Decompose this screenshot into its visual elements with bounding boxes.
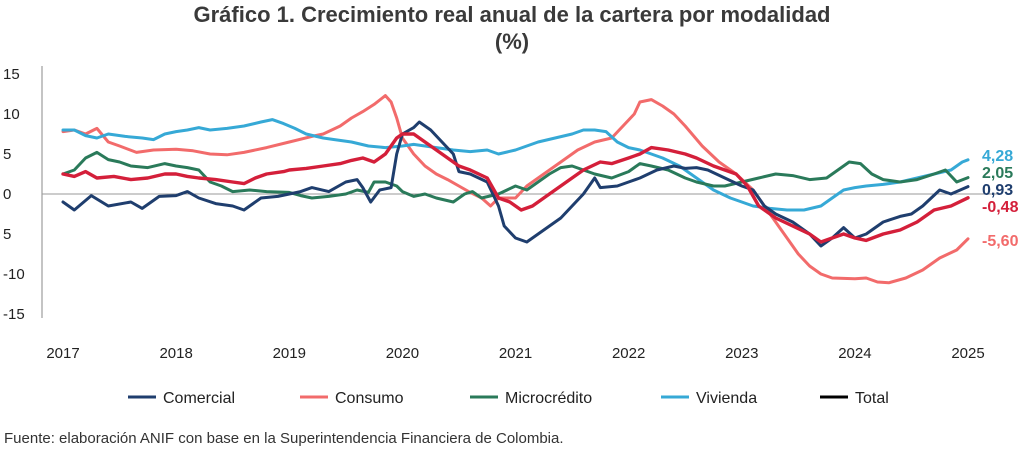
end-label: 4,28	[982, 148, 1013, 165]
x-tick-label: 2024	[838, 345, 871, 362]
chart-title: Gráfico 1. Crecimiento real anual de la …	[194, 2, 831, 27]
x-tick-label: 2020	[386, 345, 419, 362]
y-tick-label: 10	[3, 106, 20, 123]
legend-label: Vivienda	[696, 390, 757, 407]
x-tick-label: 2023	[725, 345, 758, 362]
y-tick-label: -15	[3, 306, 25, 323]
legend-label: Total	[855, 390, 889, 407]
x-tick-label: 2022	[612, 345, 645, 362]
x-tick-labels: 2017 2018 2019 2020 2021 2022 2023 2024 2025	[46, 345, 984, 362]
y-tick-labels: 15 10 5 0 5 -10 -15	[3, 66, 25, 323]
x-tick-label: 2017	[46, 345, 79, 362]
y-tick-label: 5	[3, 226, 11, 243]
legend-label: Comercial	[163, 390, 235, 407]
legend-label: Consumo	[335, 390, 404, 407]
end-value-labels: 0,93 -5,60 2,054,28 -0,48	[982, 148, 1019, 250]
end-label: 0,93	[982, 182, 1013, 199]
x-tick-label: 2019	[273, 345, 306, 362]
end-label: -0,48	[982, 199, 1019, 216]
y-tick-label: -10	[3, 266, 25, 283]
source-note: Fuente: elaboración ANIF con base en la …	[4, 430, 564, 447]
series-line-consumo	[61, 94, 970, 285]
legend: Comercial Consumo Microcrédito Vivienda Tota…	[128, 390, 889, 407]
x-tick-label: 2021	[499, 345, 532, 362]
series-line-microcrdito	[61, 150, 970, 204]
series-lines	[61, 94, 970, 285]
chart-title-unit: (%)	[495, 29, 529, 54]
x-tick-label: 2018	[159, 345, 192, 362]
end-label: -5,60	[982, 233, 1019, 250]
series-line-total	[61, 132, 970, 244]
y-tick-label: 5	[3, 146, 11, 163]
series-line-comercial	[61, 120, 970, 248]
x-tick-label: 2025	[951, 345, 984, 362]
series-line-vivienda	[61, 118, 970, 212]
end-label: 2,05	[982, 165, 1013, 182]
legend-label: Microcrédito	[505, 390, 592, 407]
y-tick-label: 15	[3, 66, 20, 83]
y-tick-label: 0	[3, 186, 11, 203]
